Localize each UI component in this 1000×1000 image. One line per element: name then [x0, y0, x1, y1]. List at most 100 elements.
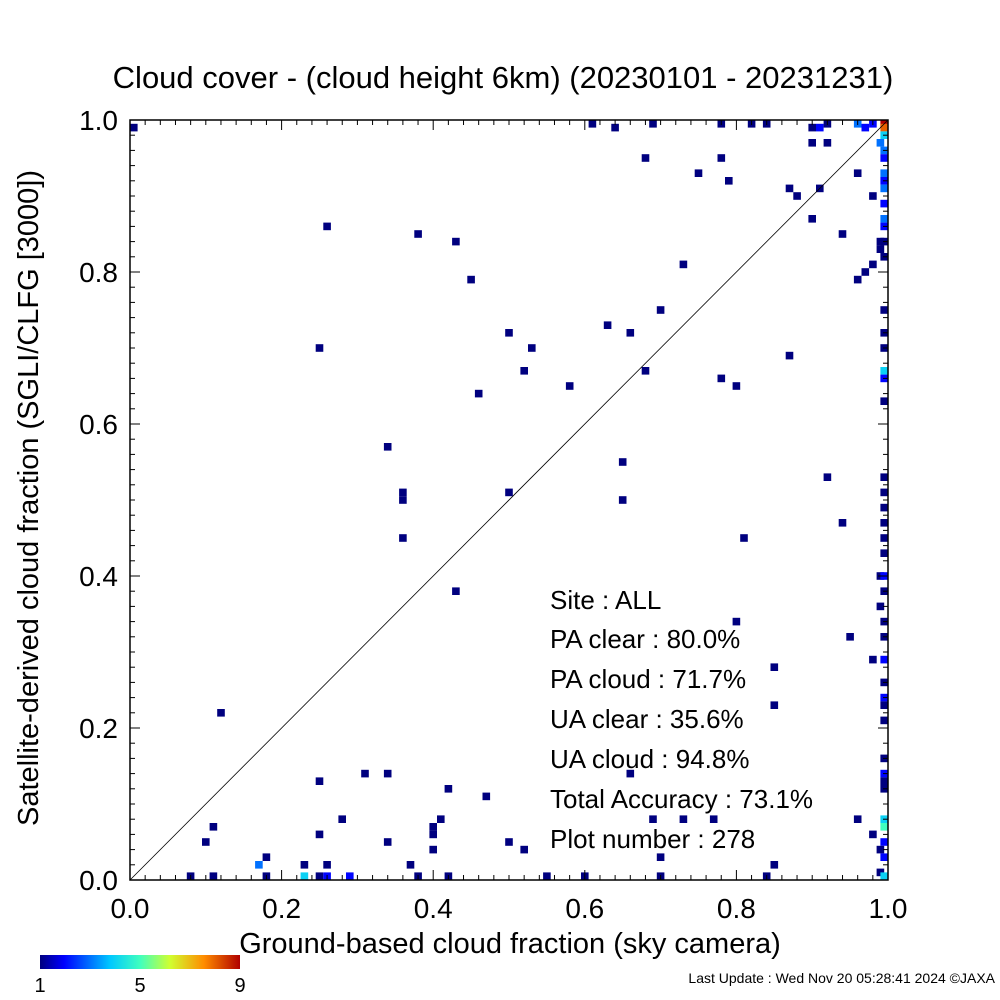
x-tick-label: 0.4 — [414, 893, 453, 924]
heatmap-cell — [880, 306, 888, 314]
stat-plot-number: Plot number : 278 — [550, 824, 755, 854]
x-tick-label: 0.6 — [565, 893, 604, 924]
heatmap-cell — [793, 192, 801, 200]
stat-ua-clear: UA clear : 35.6% — [550, 704, 744, 734]
heatmap-cell — [641, 367, 650, 375]
heatmap-cell — [770, 663, 779, 671]
heatmap-cell — [603, 321, 612, 329]
heatmap-cell — [876, 237, 885, 246]
heatmap-cell — [618, 458, 627, 466]
heatmap-cell — [262, 853, 271, 861]
heatmap-cell — [505, 838, 513, 846]
heatmap-cell — [399, 496, 407, 504]
heatmap-cell — [816, 123, 824, 132]
heatmap-cell — [383, 838, 392, 846]
heatmap-cell — [346, 872, 354, 880]
heatmap-cell — [732, 617, 741, 626]
heatmap-cell — [869, 192, 877, 200]
axis-ticks — [129, 119, 889, 881]
heatmap-cell — [785, 351, 794, 360]
heatmap-cell — [467, 275, 475, 284]
heatmap-cell — [315, 830, 324, 839]
heatmap-cell — [823, 473, 832, 481]
heatmap-cell — [626, 769, 635, 778]
heatmap-cell — [869, 260, 877, 269]
heatmap-cell — [876, 868, 885, 877]
heatmap-cell — [876, 139, 885, 147]
heatmap-cell — [694, 169, 703, 177]
heatmap-cell — [429, 823, 437, 831]
heatmap-cell — [880, 367, 888, 375]
heatmap-cell — [482, 792, 491, 801]
heatmap-cell — [740, 534, 748, 542]
stats-block: Site : ALL PA clear : 80.0% PA cloud : 7… — [550, 585, 813, 854]
last-update-text: Last Update : Wed Nov 20 05:28:41 2024 ©… — [688, 970, 995, 986]
axis-tick-labels: 0.0 0.2 0.4 0.6 0.8 1.0 0.0 0.2 0.4 0.6 0.8 1.0 — [79, 105, 907, 924]
heatmap-cell — [853, 275, 862, 284]
heatmap-cell — [880, 872, 888, 880]
heatmap-cell — [880, 169, 888, 177]
heatmap-cell — [880, 534, 888, 542]
heatmap-cell — [823, 139, 832, 147]
colorbar-tick-mid: 5 — [134, 975, 145, 997]
heatmap-cell — [520, 845, 528, 854]
heatmap-cell — [383, 769, 392, 778]
stat-pa-clear: PA clear : 80.0% — [550, 624, 740, 654]
heatmap-cell — [399, 534, 407, 542]
heatmap-cell — [130, 123, 138, 132]
heatmap-cell — [880, 503, 888, 512]
heatmap-cell — [565, 382, 574, 390]
heatmap-cell — [323, 861, 331, 869]
heatmap-cell — [846, 633, 854, 641]
heatmap-cell — [770, 701, 779, 709]
heatmap-cell — [588, 120, 597, 128]
x-axis-label: Ground-based cloud fraction (sky camera) — [239, 928, 781, 960]
heatmap-cell — [880, 123, 888, 132]
heatmap-cell — [649, 120, 657, 128]
heatmap-cell — [437, 815, 445, 823]
heatmap-cell — [880, 519, 888, 527]
x-tick-label: 0.0 — [111, 893, 150, 924]
stat-total-accuracy: Total Accuracy : 73.1% — [550, 784, 813, 814]
heatmap-cell — [808, 139, 816, 147]
y-tick-label: 0.0 — [79, 865, 118, 896]
heatmap-cell — [618, 496, 627, 504]
heatmap-cell — [880, 199, 888, 208]
heatmap-cell — [543, 872, 551, 880]
heatmap-cell — [452, 587, 460, 595]
diagonal-line — [129, 119, 889, 881]
y-tick-label: 0.6 — [79, 409, 118, 440]
heatmap-cell — [338, 815, 346, 823]
heatmap-cell — [444, 785, 453, 793]
heatmap-cell — [880, 397, 888, 405]
heatmap-cell — [414, 230, 422, 238]
y-axis-label: Satellite-derived cloud fraction (SGLI/C… — [13, 170, 45, 826]
heatmap-cell — [528, 344, 536, 352]
heatmap-cell — [869, 830, 877, 839]
heatmap-cell — [838, 230, 847, 238]
heatmap-cell — [611, 123, 619, 132]
heatmap-cell — [300, 861, 309, 869]
heatmap-cell — [361, 769, 369, 778]
heatmap-cell — [406, 861, 415, 869]
heatmap-cell — [880, 701, 888, 709]
heatmap-cell — [785, 184, 794, 193]
y-tick-label: 0.4 — [79, 561, 118, 592]
x-tick-label: 0.8 — [717, 893, 756, 924]
heatmap-cell — [838, 519, 847, 527]
stat-pa-cloud: PA cloud : 71.7% — [550, 664, 746, 694]
heatmap-cell — [217, 709, 225, 717]
heatmap-cell — [808, 123, 816, 132]
heatmap-cell — [626, 329, 635, 337]
heatmap-cell — [876, 245, 885, 253]
heatmap-cell — [880, 473, 888, 481]
heatmap-cell — [732, 382, 741, 390]
chart-title: Cloud cover - (cloud height 6km) (202301… — [113, 60, 894, 95]
heatmap-cell — [429, 830, 437, 839]
heatmap-cell — [853, 815, 862, 823]
heatmap-cell — [300, 872, 309, 880]
heatmap-cell — [880, 655, 888, 664]
colorbar — [40, 955, 240, 969]
heatmap-cell — [255, 861, 263, 869]
heatmap-cell — [649, 815, 657, 823]
